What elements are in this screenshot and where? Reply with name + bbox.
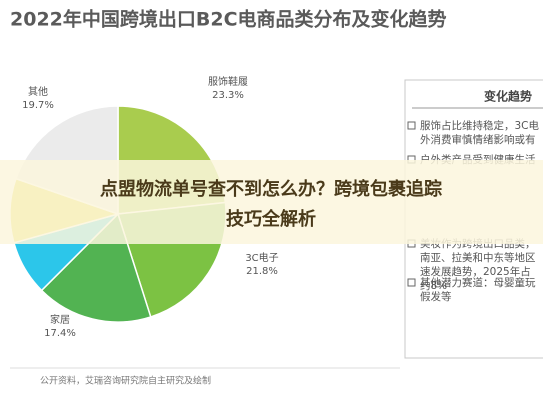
- panel-text: 约8%: [420, 279, 447, 292]
- slice-label: 家居: [50, 313, 70, 326]
- chart-title: 2022年中国跨境出口B2C电商品类分布及变化趋势: [10, 8, 447, 31]
- banner: [0, 160, 543, 244]
- panel-text: 南亚、拉美和中东等地区: [420, 251, 536, 264]
- source: 公开资料，艾瑞咨询研究院自主研究及绘制: [40, 375, 211, 387]
- slice-value-label: 21.8%: [246, 266, 278, 277]
- panel-text: 假发等: [420, 290, 452, 303]
- slice-label: 其他: [28, 85, 48, 98]
- slice-label: 3C电子: [245, 251, 278, 264]
- panel-text: 速发展趋势，2025年占: [420, 265, 531, 278]
- slice-value-label: 23.3%: [212, 90, 244, 101]
- bullet-icon: [407, 121, 416, 130]
- panel-text: 服饰占比维持稳定，3C电: [420, 119, 540, 132]
- slice-value-label: 17.4%: [44, 328, 76, 339]
- panel-text: 其他潜力赛道：母婴童玩: [420, 276, 536, 289]
- slice-value-label: 19.7%: [22, 100, 54, 111]
- panel-heading: 变化趋势: [484, 89, 532, 104]
- banner-line: 点盟物流单号查不到怎么办？跨境包裹追踪: [100, 178, 442, 200]
- banner-line: 技巧全解析: [226, 208, 316, 230]
- pie-labels: 服饰鞋履 23.3% 3C电子 21.8% 家居 17.4% 其他 19.7%: [22, 75, 279, 339]
- panel-text: 外消费审慎情绪影响或有: [420, 133, 536, 146]
- slice-label: 服饰鞋履: [208, 75, 248, 88]
- bullet-icon: [407, 278, 416, 287]
